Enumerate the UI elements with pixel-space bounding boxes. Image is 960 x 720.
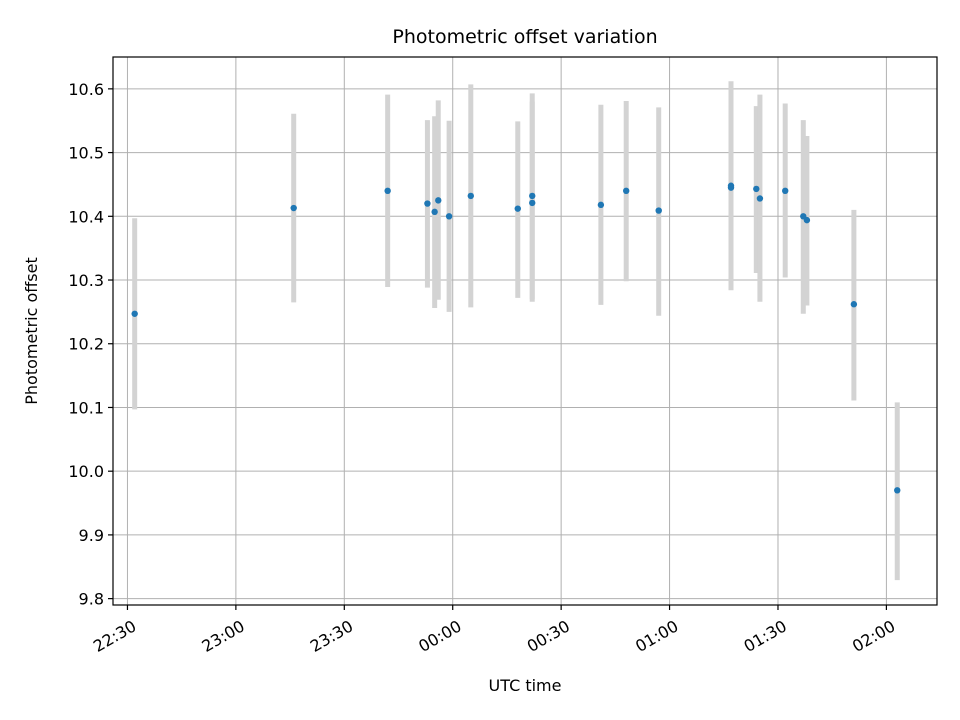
data-point [753, 185, 760, 193]
data-point [384, 187, 391, 195]
data-point [727, 184, 735, 191]
x-axis-label: UTC time [489, 676, 562, 695]
data-point [803, 216, 811, 224]
y-tick-label: 10.5 [68, 144, 104, 163]
x-tick-label: 00:30 [524, 616, 573, 656]
data-point [782, 187, 789, 195]
plot-frame [112, 56, 938, 606]
x-tick-label: 01:00 [632, 616, 681, 656]
data-point [290, 204, 297, 212]
data-point [514, 205, 521, 212]
data-point [622, 187, 630, 195]
y-tick-label: 10.2 [68, 335, 104, 354]
axis-ticks: 22:30 23:00 23:30 00:00 00:30 01:00 01:30 02:00… [68, 80, 898, 656]
data-point [445, 213, 453, 220]
x-tick-label: 01:30 [741, 616, 790, 656]
data-point [435, 197, 442, 204]
data-point [597, 201, 605, 209]
data-point [131, 310, 138, 317]
data-point [431, 208, 438, 216]
y-tick-label: 10.3 [68, 271, 104, 290]
data-point [529, 192, 536, 200]
data-point [850, 301, 858, 308]
y-tick-label: 10.6 [68, 80, 104, 99]
x-tick-label: 23:00 [198, 616, 247, 656]
x-tick-label: 00:00 [415, 616, 464, 656]
y-tick-label: 10.4 [68, 207, 104, 226]
x-tick-label: 23:30 [307, 616, 356, 656]
x-tick-label: 22:30 [90, 616, 139, 656]
data-point [529, 199, 536, 207]
data-point [894, 487, 901, 494]
y-tick-label: 10.1 [68, 398, 104, 417]
error-bars [132, 81, 900, 581]
y-tick-label: 10.0 [68, 462, 104, 481]
y-tick-label: 9.8 [79, 590, 104, 609]
data-points [131, 182, 901, 494]
grid [113, 57, 937, 605]
data-point [655, 207, 662, 214]
data-point [756, 195, 764, 202]
y-tick-label: 9.9 [79, 526, 104, 545]
data-point [467, 192, 474, 200]
data-point [424, 200, 431, 207]
x-tick-label: 02:00 [849, 616, 898, 656]
y-axis-label: Photometric offset [22, 257, 41, 405]
chart-title: Photometric offset variation [392, 26, 657, 48]
